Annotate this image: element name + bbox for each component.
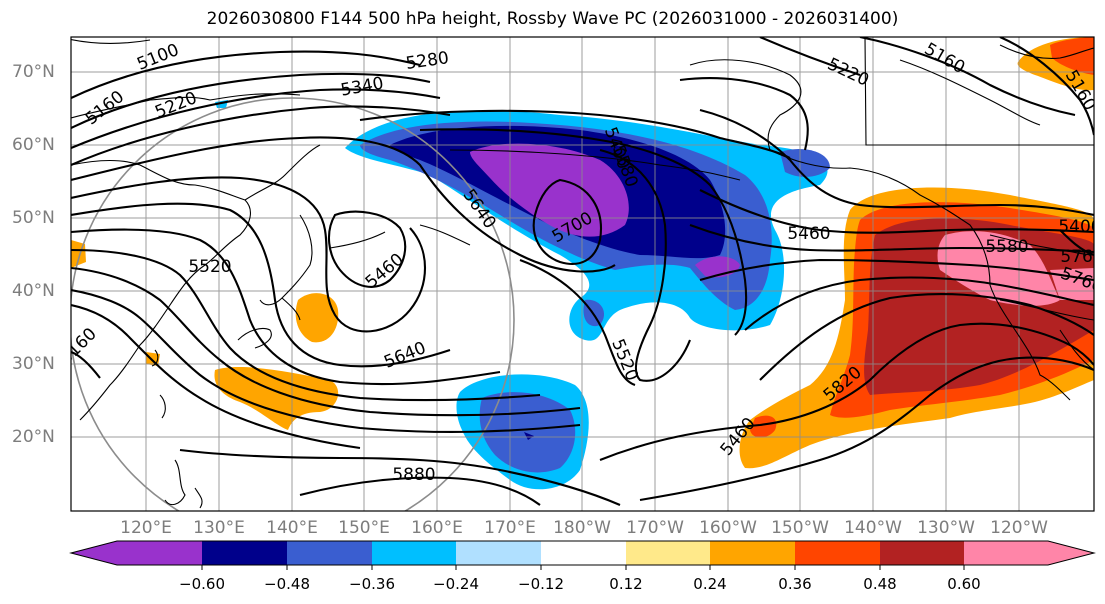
longitude-label: 120°E: [120, 518, 172, 538]
contour-label: 5580: [985, 237, 1028, 257]
height-contours: [71, 37, 1094, 506]
colorbar: [69, 540, 1096, 570]
contour-label: 5400: [1058, 217, 1101, 237]
colorbar-tick-label: 0.24: [693, 575, 727, 593]
colorbar-max-arrow: [1048, 541, 1094, 565]
longitude-label: 160°W: [699, 518, 757, 538]
colorbar-tick-label: 0.36: [778, 575, 812, 593]
latitude-label: 50°N: [12, 208, 55, 228]
longitude-label: 140°W: [844, 518, 902, 538]
map-frame: [70, 36, 1095, 512]
map-area: 5100 5160 5220 5280 5340 5160 5220 5160 …: [71, 37, 1103, 511]
colorbar-tick-label: −0.36: [349, 575, 395, 593]
longitude-label: 170°W: [626, 518, 684, 538]
colorbar-swatch: [710, 541, 795, 565]
colorbar-min-arrow: [71, 541, 117, 565]
latitude-label: 70°N: [12, 62, 55, 82]
colorbar-outline: [69, 540, 1096, 566]
contour-label: 5460: [787, 224, 830, 244]
longitude-label: 140°E: [266, 518, 318, 538]
colorbar-swatch: [287, 541, 372, 565]
longitude-label: 130°E: [193, 518, 245, 538]
colorbar-swatch: [117, 541, 202, 565]
colorbar-tick-label: 0.48: [863, 575, 897, 593]
map-title: 2026030800 F144 500 hPa height, Rossby W…: [206, 9, 899, 29]
longitude-label: 150°E: [338, 518, 390, 538]
colorbar-swatch: [202, 541, 287, 565]
contour-label: 5880: [392, 465, 435, 485]
colorbar-swatch: [626, 541, 710, 565]
colorbar-swatch: [456, 541, 541, 565]
contour-label: 5760: [1060, 247, 1103, 267]
colorbar-swatch: [372, 541, 456, 565]
longitude-label: 170°E: [484, 518, 536, 538]
longitude-label: 120°W: [990, 518, 1048, 538]
colorbar-tick-label: −0.24: [433, 575, 479, 593]
colorbar-swatch: [880, 541, 964, 565]
colorbar-swatch: [541, 541, 626, 565]
colorbar-tick-label: −0.12: [518, 575, 564, 593]
negative-anomaly-north-pacific: [345, 110, 830, 341]
longitude-label: 130°W: [917, 518, 975, 538]
longitude-label: 160°E: [411, 518, 463, 538]
longitude-label: 180°W: [553, 518, 611, 538]
positive-anomaly-arctic: [1017, 37, 1094, 91]
longitude-label: 150°W: [771, 518, 829, 538]
colorbar-tick-label: 0.60: [947, 575, 981, 593]
negative-anomaly-subtropical: [456, 374, 589, 490]
latitude-label: 40°N: [12, 281, 55, 301]
colorbar-swatch: [795, 541, 880, 565]
colorbar-tick-label: −0.60: [179, 575, 225, 593]
latitude-label: 60°N: [12, 135, 55, 155]
colorbar-tick-label: 0.12: [609, 575, 643, 593]
latitude-label: 30°N: [12, 354, 55, 374]
reference-circle: [71, 97, 515, 511]
contour-label: 5520: [188, 257, 231, 277]
colorbar-tick-label: −0.48: [264, 575, 310, 593]
latitude-label: 20°N: [12, 427, 55, 447]
colorbar-swatch: [964, 541, 1048, 565]
